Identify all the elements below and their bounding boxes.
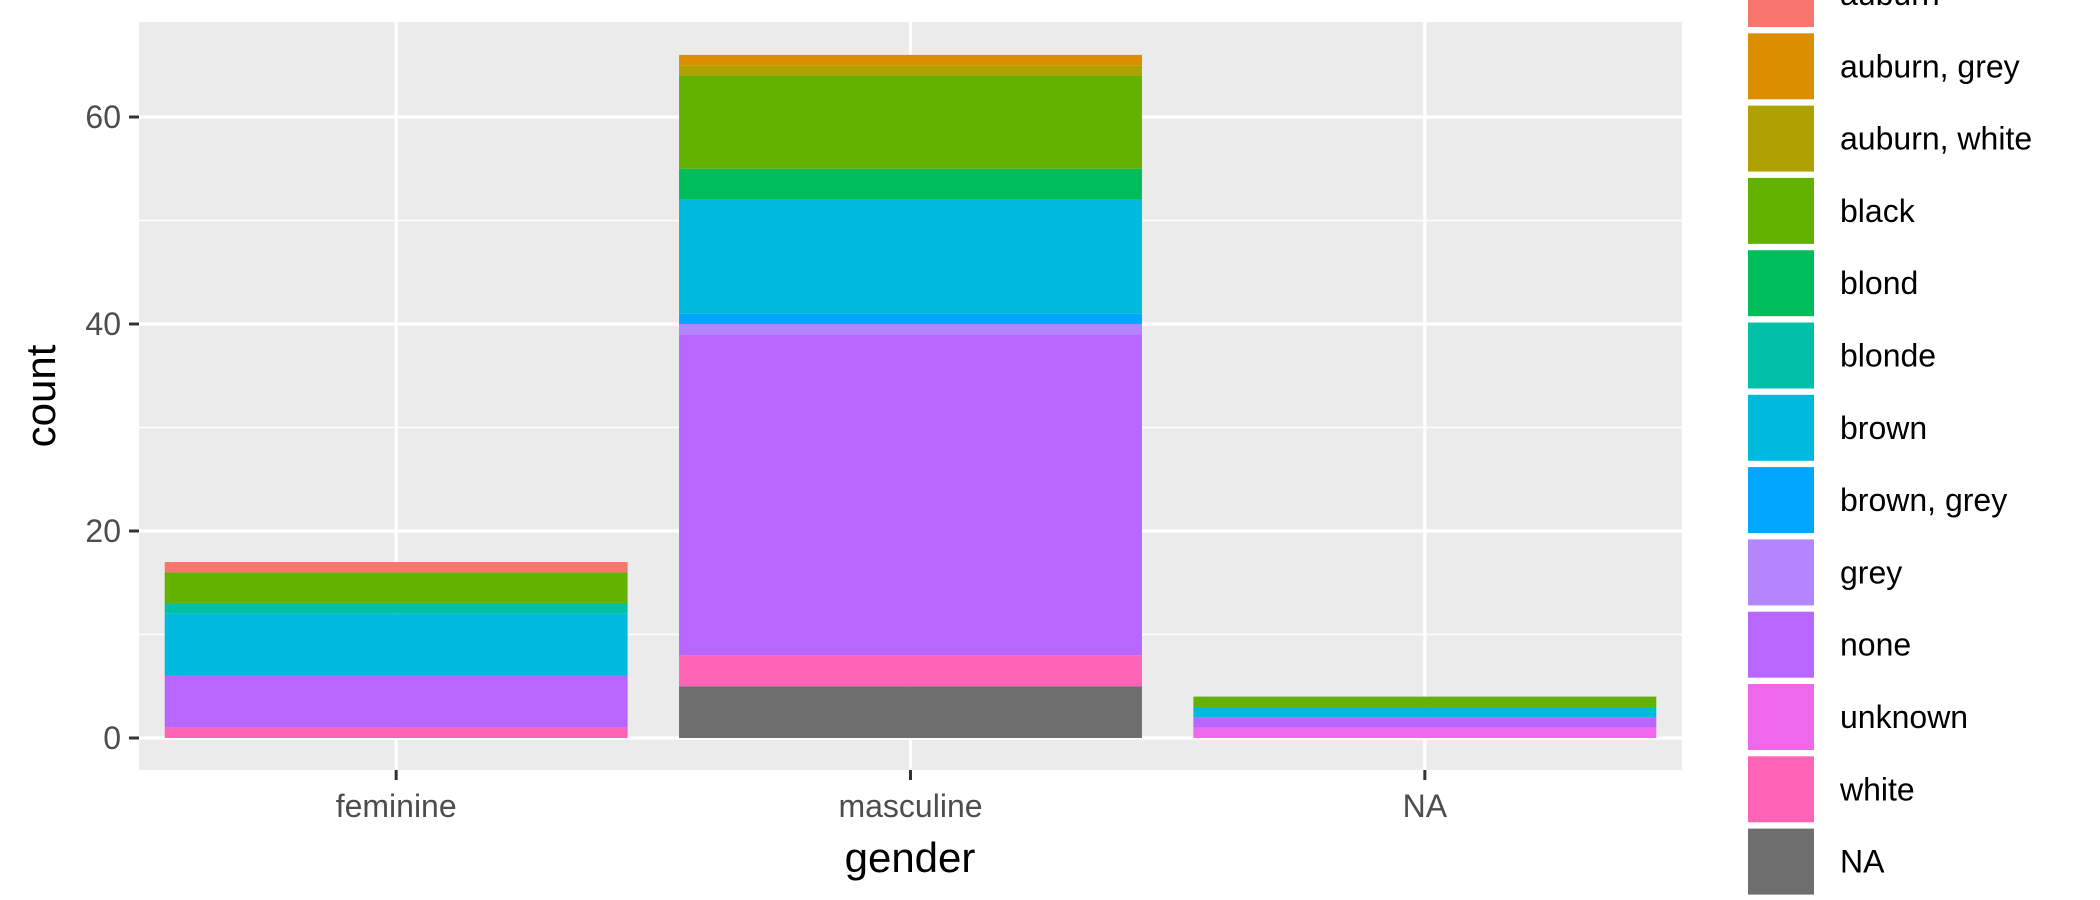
bar-segment — [679, 655, 1142, 687]
bar-segment — [164, 613, 628, 676]
legend-label: none — [1840, 627, 1911, 663]
legend-label: white — [1839, 771, 1915, 807]
bar-segment — [679, 54, 1142, 66]
legend-label: blond — [1840, 265, 1918, 301]
legend-label: auburn, grey — [1840, 48, 2020, 84]
legend-key — [1748, 828, 1814, 895]
bar-segment — [164, 562, 628, 573]
bar-segment — [164, 572, 628, 604]
bar-segment — [679, 75, 1142, 169]
bar-segment — [679, 65, 1142, 76]
bars — [164, 54, 1657, 738]
legend-key — [1748, 250, 1814, 317]
legend: auburn auburn, grey auburn, white black blon… — [1748, 0, 2032, 895]
y-tick-label: 40 — [85, 306, 121, 342]
legend-key — [1748, 177, 1814, 244]
legend-label: brown, grey — [1840, 482, 2007, 518]
legend-key — [1748, 684, 1814, 750]
bar-segment — [1193, 706, 1657, 718]
y-tick-label: 20 — [85, 513, 121, 549]
legend-label: auburn — [1840, 0, 1940, 12]
legend-label: auburn, white — [1840, 121, 2032, 157]
x-tick-label: masculine — [838, 788, 982, 824]
bar-segment — [1193, 717, 1657, 728]
x-tick-label: NA — [1403, 788, 1448, 824]
legend-key — [1748, 105, 1814, 172]
y-tick-label: 0 — [103, 720, 121, 756]
bar-segment — [679, 686, 1142, 738]
legend-key — [1748, 611, 1814, 678]
x-tick-label: feminine — [336, 788, 457, 824]
bar-segment — [1193, 696, 1657, 707]
bar-segment — [164, 603, 628, 614]
legend-key — [1748, 33, 1814, 100]
y-axis: 0 20 40 60 — [85, 99, 139, 756]
legend-key — [1748, 756, 1814, 823]
legend-label: brown — [1840, 410, 1927, 446]
y-axis-title: count — [17, 344, 64, 447]
legend-key — [1748, 394, 1814, 461]
bar-segment — [679, 324, 1142, 335]
bar-segment — [164, 675, 628, 728]
legend-key — [1748, 0, 1814, 27]
bar-segment — [164, 727, 628, 738]
legend-key — [1748, 467, 1814, 534]
bar-segment — [679, 334, 1142, 656]
legend-label: grey — [1840, 554, 1902, 590]
bar-segment — [679, 313, 1142, 324]
y-tick-label: 60 — [85, 99, 121, 135]
legend-label: blonde — [1840, 338, 1936, 374]
legend-label: NA — [1840, 844, 1885, 880]
legend-label: unknown — [1840, 699, 1968, 735]
x-axis: feminine masculine NA — [336, 770, 1448, 824]
bar-segment — [679, 168, 1142, 200]
legend-key — [1748, 539, 1814, 606]
legend-label: black — [1840, 193, 1916, 229]
bar-segment — [679, 199, 1142, 314]
legend-key — [1748, 322, 1814, 389]
bar-segment — [1193, 727, 1657, 738]
x-axis-title: gender — [845, 834, 976, 881]
